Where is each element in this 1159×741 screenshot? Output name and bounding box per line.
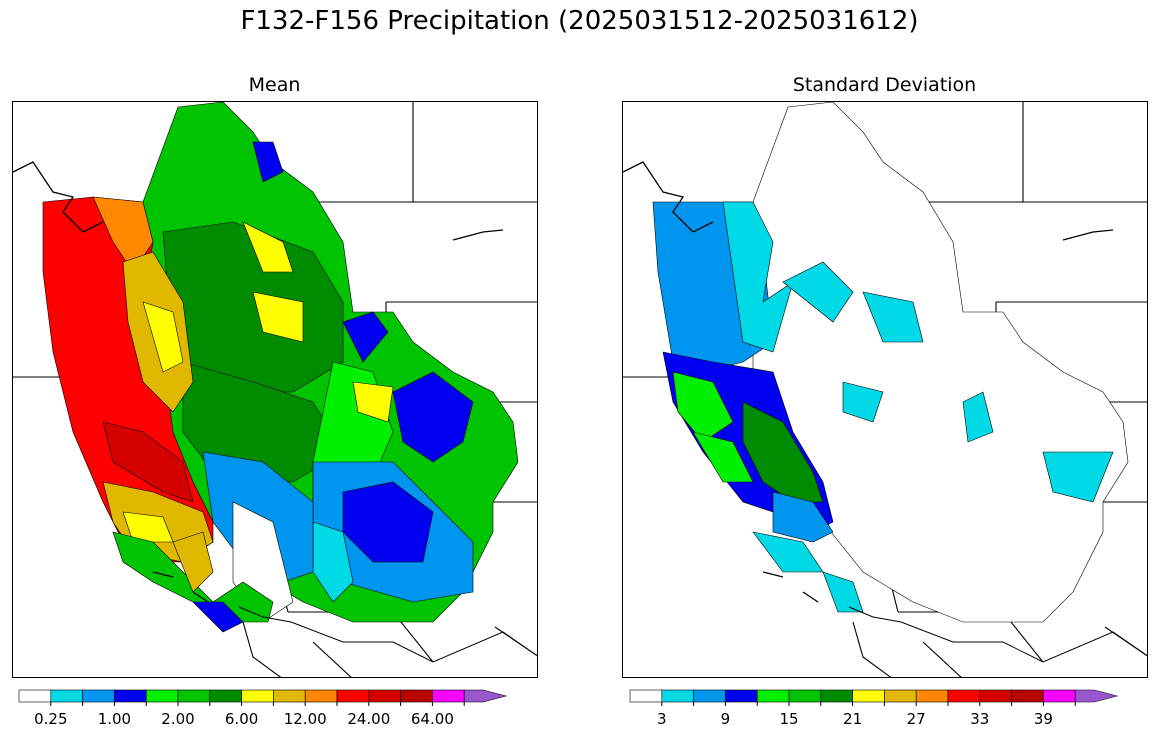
mean-colorbar — [18, 689, 529, 706]
colorbar-segment — [114, 689, 147, 703]
colorbar-tick-label: 2.00 — [161, 710, 195, 728]
colorbar-segment — [788, 689, 822, 703]
colorbar-segment — [82, 689, 115, 703]
colorbar-segment — [432, 689, 465, 703]
colorbar-segment — [661, 689, 694, 703]
colorbar-segment — [884, 689, 917, 703]
mean-map — [12, 101, 538, 678]
colorbar-segment — [241, 689, 274, 703]
colorbar-segment — [177, 689, 211, 703]
colorbar-segment — [1011, 689, 1044, 703]
colorbar-segment — [629, 689, 663, 703]
colorbar-segment — [756, 689, 790, 703]
colorbar-segment — [18, 689, 52, 703]
colorbar-tick-label: 1.00 — [97, 710, 132, 728]
colorbar-segment — [209, 689, 242, 703]
colorbar-tick-label: 12.00 — [283, 710, 327, 728]
colorbar-tick-label: 21 — [843, 710, 863, 728]
colorbar-segment — [336, 689, 370, 703]
colorbar-segment — [400, 689, 433, 703]
colorbar-tick-label: 27 — [906, 710, 926, 728]
colorbar-segment — [852, 689, 885, 703]
colorbar-tick-label: 15 — [779, 710, 799, 728]
colorbar-tick-label: 39 — [1033, 710, 1053, 728]
colorbar-tick-label: 64.00 — [410, 710, 454, 728]
colorbar-segment — [1074, 689, 1119, 703]
colorbar-tick-label: 3 — [657, 710, 667, 728]
colorbar-segment — [368, 689, 401, 703]
colorbar-tick-label: 9 — [720, 710, 731, 728]
colorbar-segment — [947, 689, 981, 703]
colorbar-segment — [725, 689, 758, 703]
colorbar-segment — [463, 689, 508, 703]
colorbar-segment — [273, 689, 306, 703]
colorbar-tick-label: 6.00 — [224, 710, 259, 728]
colorbar-tick-label: 24.00 — [347, 710, 391, 728]
colorbar-segment — [915, 689, 949, 703]
colorbar-segment — [693, 689, 726, 703]
colorbar-tick-label: 0.25 — [34, 710, 68, 728]
colorbar-segment — [145, 689, 179, 703]
stddev-colorbar — [629, 689, 1140, 706]
colorbar-segment — [979, 689, 1012, 703]
colorbar-tick-label: 33 — [970, 710, 990, 728]
colorbar-segment — [1043, 689, 1076, 703]
stddev-panel-title: Standard Deviation — [792, 74, 977, 96]
colorbar-segment — [304, 689, 338, 703]
colorbar-segment — [820, 689, 853, 703]
stddev-map — [622, 101, 1148, 678]
mean-panel-title: Mean — [248, 74, 301, 96]
figure-title: F132-F156 Precipitation (2025031512-2025… — [240, 6, 919, 36]
colorbar-segment — [50, 689, 83, 703]
